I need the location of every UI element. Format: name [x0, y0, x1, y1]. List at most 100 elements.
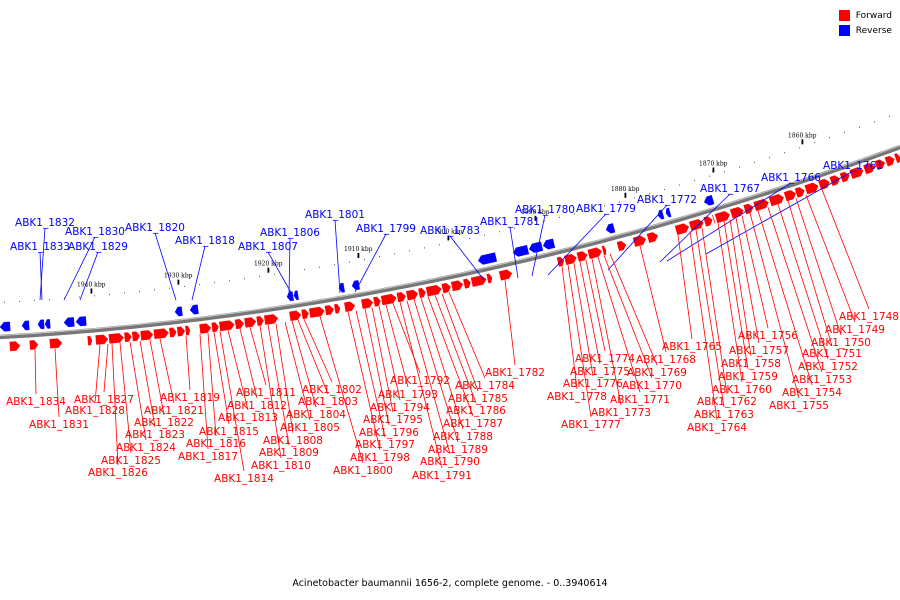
forward-gene-label: ABK1_1777	[561, 419, 621, 431]
legend-forward: Forward	[838, 8, 892, 23]
forward-gene	[29, 340, 39, 350]
scale-dot	[49, 298, 50, 300]
reverse-gene-label: ABK1_1779	[576, 203, 636, 215]
forward-gene-label: ABK1_1754	[782, 387, 842, 399]
forward-gene-label: ABK1_1798	[350, 452, 410, 464]
forward-gene-label: ABK1_1819	[160, 392, 220, 404]
scale-dot	[694, 180, 695, 182]
forward-gene-label: ABK1_1784	[455, 380, 515, 392]
leader-line	[267, 251, 294, 297]
forward-gene-label: ABK1_1827	[74, 394, 134, 406]
reverse-gene	[0, 321, 11, 332]
gene-labels: ABK1_1832 ABK1_1833 ABK1_1830 ABK1_1829 ABK1…	[6, 160, 899, 485]
forward-gene	[616, 240, 627, 252]
forward-gene-label: ABK1_1751	[802, 348, 862, 360]
forward-gene	[714, 211, 730, 224]
leader-line	[607, 204, 668, 271]
leader-line	[579, 261, 601, 365]
leader-line	[39, 227, 46, 301]
forward-gene-label: ABK1_1775	[570, 366, 630, 378]
scale-dot	[154, 289, 155, 291]
reverse-gene	[21, 320, 30, 331]
forward-gene-label: ABK1_1768	[636, 354, 696, 366]
scale-tick	[447, 235, 450, 241]
forward-gene-label: ABK1_1787	[443, 418, 503, 430]
scale-dot	[529, 224, 530, 226]
leader-line	[504, 279, 516, 366]
forward-gene	[703, 216, 713, 227]
leader-line	[371, 307, 394, 413]
forward-gene-label: ABK1_1759	[718, 371, 778, 383]
forward-gene	[199, 323, 212, 334]
forward-gene-label: ABK1_1816	[186, 438, 246, 450]
leader-line	[219, 331, 245, 472]
backbone-band	[0, 144, 900, 340]
scale-tick-label: 1860 kbp	[788, 132, 817, 139]
forward-gene	[884, 155, 895, 167]
forward-gene-label: ABK1_1765	[662, 341, 722, 353]
reverse-gene	[665, 207, 672, 218]
backbone-highlight	[0, 145, 900, 336]
forward-gene	[244, 317, 257, 328]
forward-gene	[289, 310, 302, 322]
forward-gene	[308, 306, 325, 318]
scale-tick	[90, 288, 93, 294]
reverse-gene-label: ABK1_1806	[260, 227, 320, 239]
reverse-swatch	[838, 25, 850, 36]
forward-gene-label: ABK1_1825	[101, 455, 161, 467]
forward-gene	[396, 292, 406, 303]
leader-line	[154, 232, 177, 301]
forward-gene-label: ABK1_1760	[712, 384, 772, 396]
genome-backbone	[0, 144, 900, 340]
forward-gene-label: ABK1_1814	[214, 473, 274, 485]
leader-line	[639, 245, 667, 353]
forward-gene-label: ABK1_1800	[333, 465, 393, 477]
forward-gene-label: ABK1_1834	[6, 396, 66, 408]
leader-line	[63, 236, 96, 301]
scale-tick-label: 1880 kbp	[611, 186, 640, 193]
leader-line	[659, 193, 731, 263]
forward-gene-label: ABK1_1753	[792, 374, 852, 386]
leader-line	[319, 316, 364, 464]
forward-gene	[470, 275, 487, 287]
forward-gene-label: ABK1_1808	[263, 435, 323, 447]
leader-line	[378, 306, 401, 401]
scale-dot	[19, 300, 20, 302]
leader-line	[441, 293, 479, 392]
leader-line	[741, 215, 769, 329]
forward-gene	[768, 194, 784, 207]
leader-line	[213, 332, 230, 425]
forward-gene-label: ABK1_1823	[125, 429, 185, 441]
scale-dot	[139, 290, 140, 292]
leader-line	[103, 343, 109, 393]
scale-tick	[801, 139, 804, 145]
reverse-gene	[63, 317, 75, 328]
forward-gene-label: ABK1_1785	[448, 393, 508, 405]
leader-line	[585, 260, 606, 352]
scale-dot	[634, 197, 635, 199]
scale-dot	[664, 188, 665, 190]
forward-gene	[646, 232, 659, 243]
forward-gene	[87, 335, 93, 346]
forward-swatch	[838, 10, 850, 21]
forward-gene-label: ABK1_1776	[563, 378, 623, 390]
forward-gene	[301, 309, 309, 320]
forward-gene-label: ABK1_1797	[355, 439, 415, 451]
leader-line	[392, 303, 421, 374]
reverse-gene-label: ABK1_1807	[238, 241, 298, 253]
reverse-label: Reverse	[855, 25, 892, 36]
forward-gene-label: ABK1_1812	[227, 400, 287, 412]
forward-gene	[587, 247, 602, 259]
reverse-gene-label: ABK1_1832	[15, 217, 75, 229]
forward-gene	[794, 187, 805, 198]
leader-line	[717, 222, 743, 383]
reverse-gene	[512, 244, 530, 257]
reverse-gene	[528, 241, 544, 253]
scale-dot	[739, 166, 740, 168]
leader-line	[735, 217, 760, 344]
leader-line	[689, 231, 718, 421]
forward-gene-label: ABK1_1774	[575, 353, 635, 365]
forward-gene-label: ABK1_1750	[811, 337, 871, 349]
forward-gene-label: ABK1_1762	[697, 396, 757, 408]
scale-tick	[177, 279, 180, 285]
